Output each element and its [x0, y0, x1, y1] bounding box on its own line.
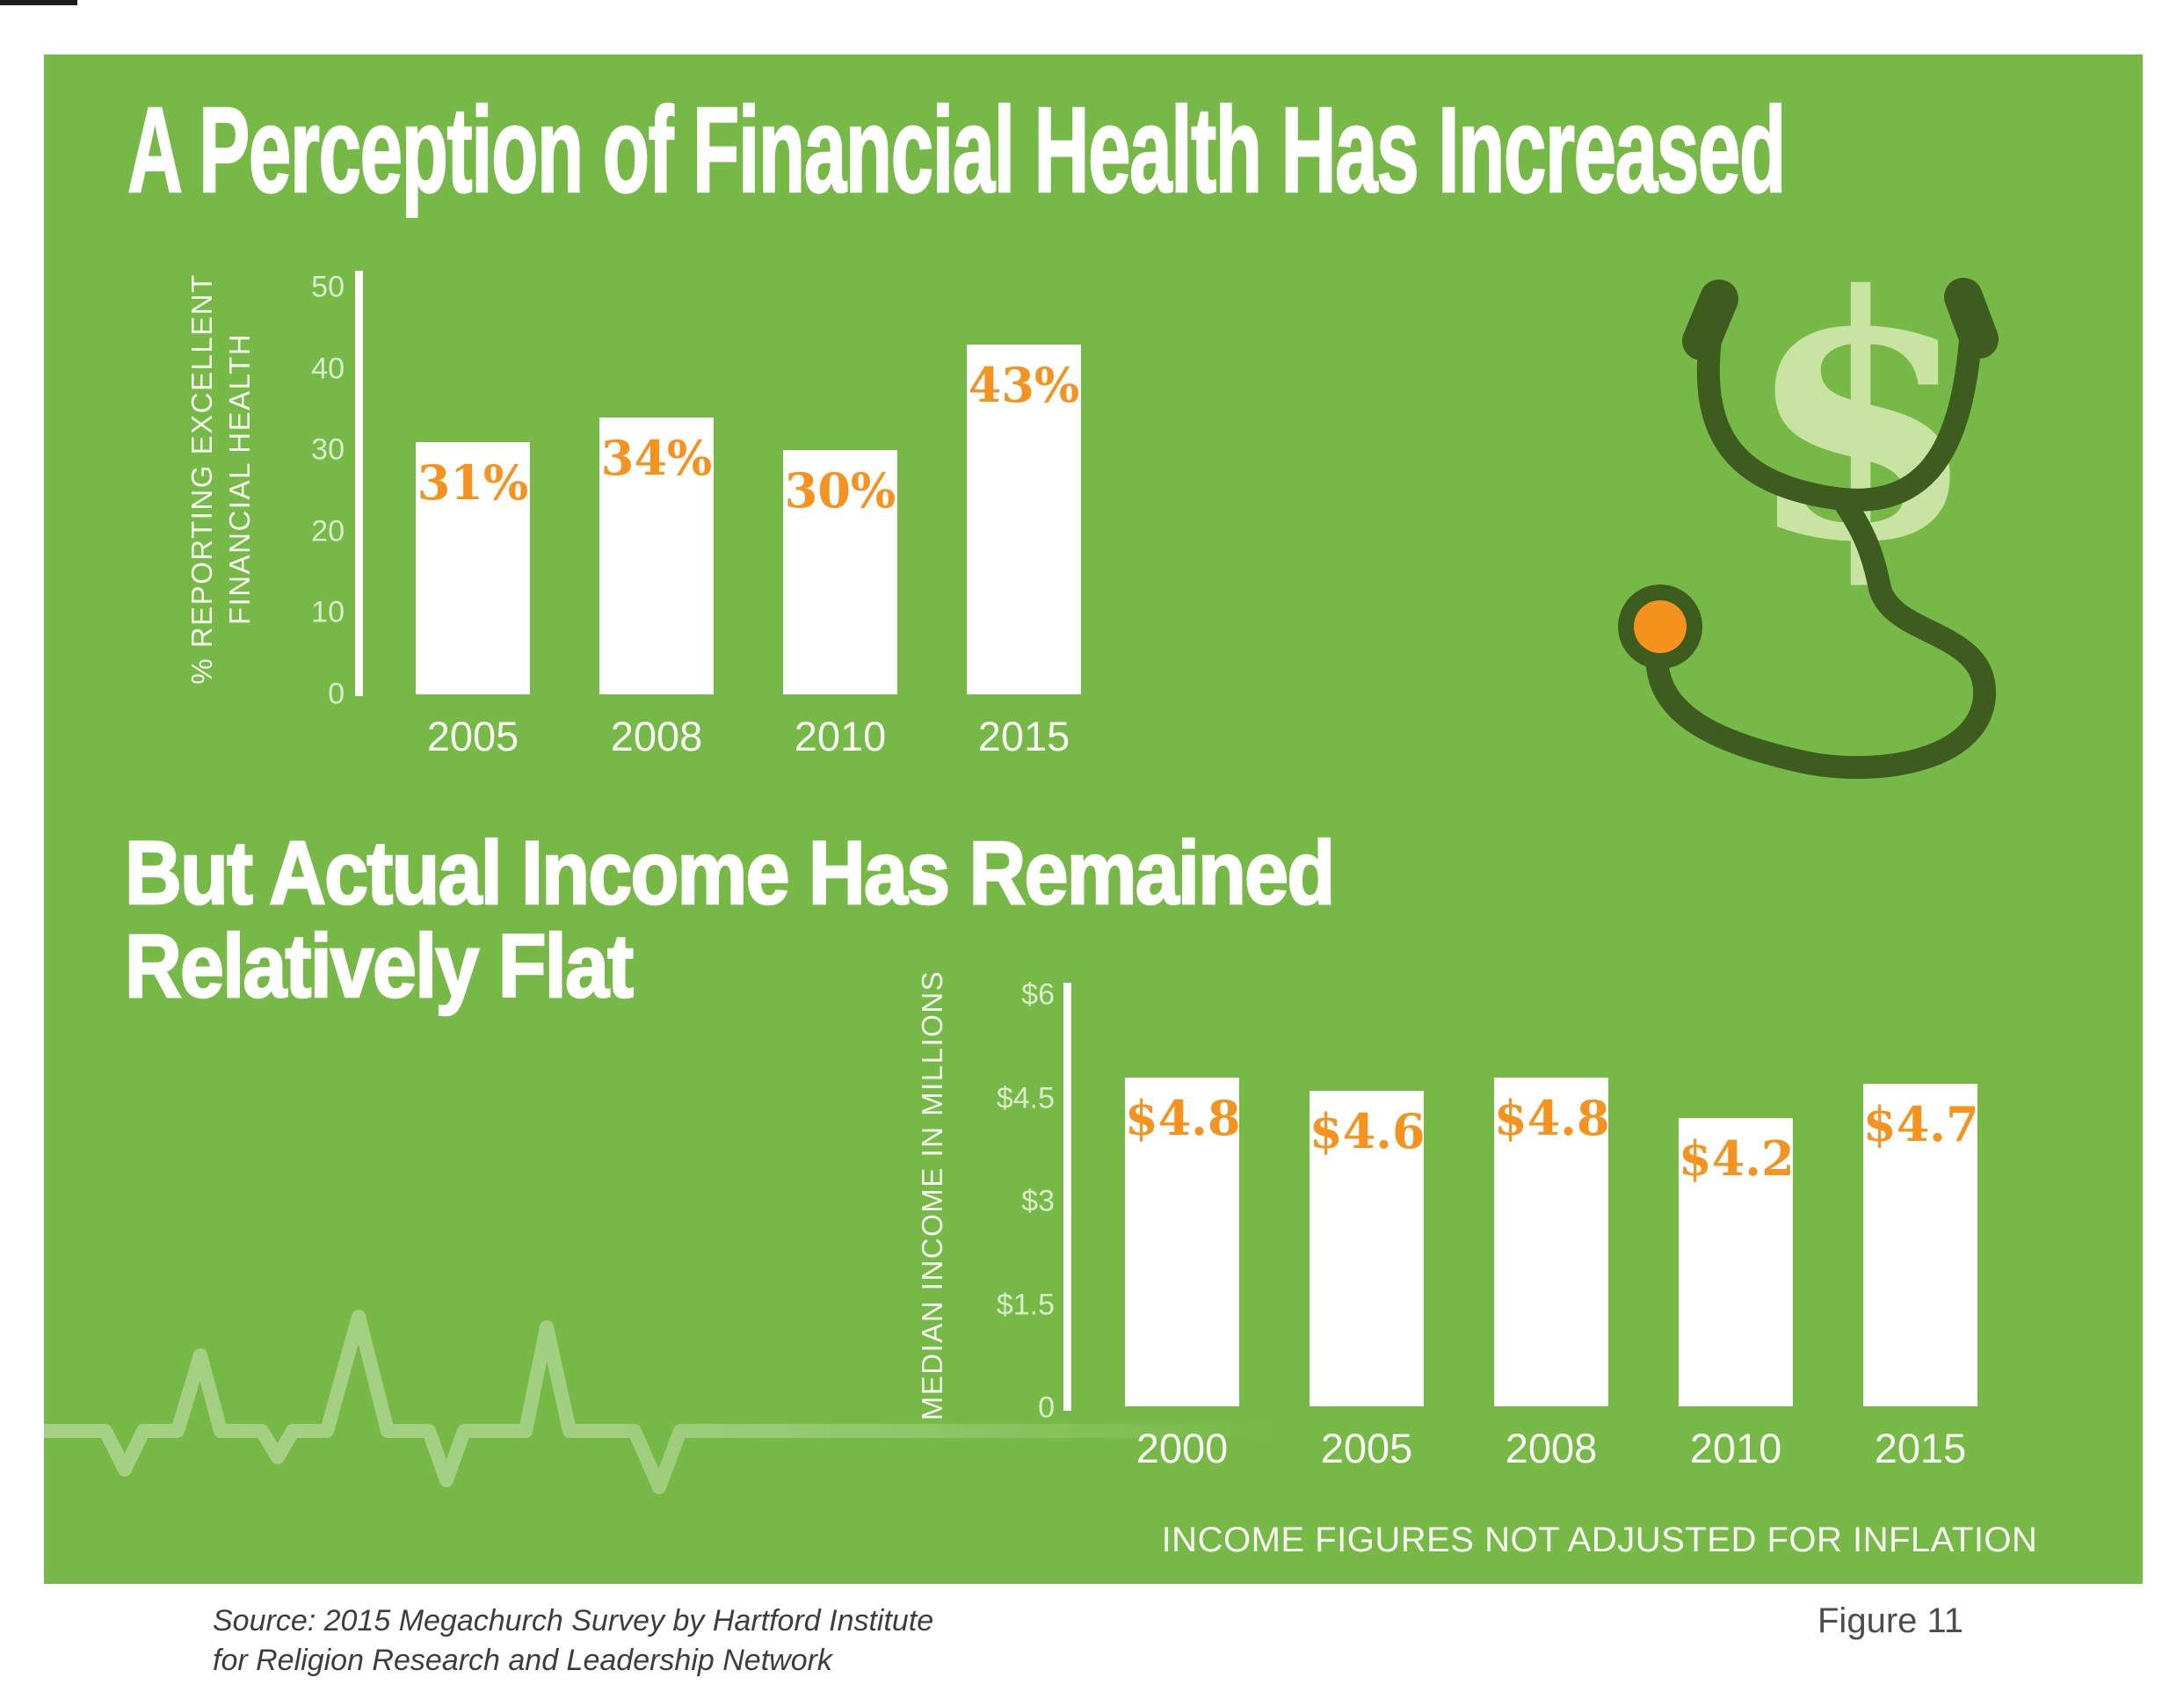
bar: $4.6	[1310, 1091, 1426, 1406]
chart-perception-financial-health: % REPORTING EXCELLENT FINANCIAL HEALTH 5…	[44, 54, 2143, 1584]
source-line2: for Religion Research and Leadership Net…	[213, 1643, 832, 1677]
bar-category-label: 2015	[1874, 1425, 1967, 1471]
bar-category-label: 2010	[794, 713, 887, 759]
bar-group: $4.8 2008	[1494, 995, 1610, 1471]
figure-number-label: Figure 11	[1818, 1601, 1964, 1640]
chart1-y-ticks: 50 40 30 20 10 0	[176, 271, 345, 711]
bar: 30%	[783, 450, 897, 694]
stethoscope-main-tube	[1646, 488, 1996, 780]
chart1-title: A Perception of Financial Health Has Inc…	[127, 83, 1787, 218]
chart2-title: But Actual Income Has Remained Relativel…	[124, 823, 1336, 1017]
bar: 43%	[967, 344, 1081, 694]
y-tick-label: 30	[311, 432, 345, 467]
bar-group: 30% 2010	[783, 287, 897, 759]
chart-median-income: MEDIAN INCOME IN MILLIONS $6 $4.5 $3 $1.5 0 …	[44, 54, 2143, 1584]
stethoscope-chestpiece-center	[1634, 600, 1687, 653]
bar-category-label: 2008	[610, 713, 703, 759]
bar-group: 34% 2008	[599, 287, 714, 759]
chart2-title-line2: Relatively Flat	[124, 916, 635, 1017]
stethoscope-left-earpiece	[1682, 280, 1738, 360]
bar-group: 43% 2015	[967, 287, 1081, 759]
bar-value-label: 31%	[417, 454, 529, 511]
chart2-plot-area: $4.8 2000 $4.6 2005 $4.8 2008 $4.2 2010 $4.7 2015	[1072, 995, 2136, 1471]
chart2-inflation-note: INCOME FIGURES NOT ADJUSTED FOR INFLATIO…	[1161, 1521, 2038, 1559]
bar-value-label: 43%	[968, 356, 1080, 413]
bar-group: $4.8 2000	[1125, 995, 1241, 1471]
y-tick-label: $1.5	[996, 1288, 1055, 1321]
bar: $4.7	[1863, 1084, 1979, 1406]
bar-value-label: $4.6	[1310, 1103, 1426, 1160]
bar-value-label: 34%	[600, 430, 713, 487]
chart2-y-ticks: $6 $4.5 $3 $1.5 0	[879, 978, 1055, 1425]
chart2-y-axis-line	[1063, 983, 1071, 1411]
source-line1: Source: 2015 Megachurch Survey by Hartfo…	[213, 1604, 934, 1638]
bar-group: $4.7 2015	[1863, 995, 1979, 1471]
y-tick-label: 20	[311, 514, 345, 548]
scan-artifact-mark	[0, 0, 77, 5]
bar: $4.8	[1494, 1077, 1610, 1406]
stethoscope-right-earpiece	[1944, 278, 1999, 359]
y-tick-label: 10	[311, 595, 345, 629]
y-tick-label: 0	[1038, 1391, 1055, 1425]
bar-category-label: 2005	[426, 713, 519, 759]
bar-value-label: $4.8	[1494, 1089, 1610, 1146]
source-attribution: Source: 2015 Megachurch Survey by Hartfo…	[213, 1601, 933, 1681]
y-tick-label: $6	[1021, 977, 1055, 1012]
y-tick-label: 40	[311, 352, 345, 386]
y-tick-label: 0	[328, 677, 345, 711]
bar: $4.2	[1679, 1118, 1795, 1406]
bar-value-label: $4.2	[1679, 1130, 1795, 1187]
bar: 31%	[416, 441, 530, 694]
y-tick-label: $3	[1021, 1184, 1055, 1218]
chart1-plot-area: 31% 2005 34% 2008 30% 2010 43% 2015	[363, 287, 1154, 759]
y-tick-label: 50	[311, 270, 345, 304]
stethoscope-dollar-icon: $	[1618, 264, 1999, 780]
bar: $4.8	[1125, 1077, 1241, 1406]
bar-value-label: $4.7	[1863, 1096, 1979, 1153]
green-panel: A Perception of Financial Health Has Inc…	[44, 54, 2143, 1584]
y-tick-label: $4.5	[996, 1081, 1055, 1115]
bar-group: 31% 2005	[416, 287, 530, 759]
bar-category-label: 2015	[977, 713, 1070, 759]
bar-category-label: 2005	[1320, 1425, 1413, 1471]
bar: 34%	[599, 418, 714, 694]
chart2-title-line1: But Actual Income Has Remained	[124, 823, 1336, 923]
bar-value-label: 30%	[784, 462, 896, 519]
bar-group: $4.6 2005	[1310, 995, 1426, 1471]
bar-category-label: 2010	[1689, 1425, 1782, 1471]
bar-value-label: $4.8	[1125, 1089, 1241, 1146]
bar-group: $4.2 2010	[1679, 995, 1795, 1471]
ekg-polyline	[44, 1310, 1290, 1494]
ekg-heartbeat-line	[44, 1310, 1290, 1494]
chart1-y-axis-line	[355, 271, 363, 696]
bar-category-label: 2008	[1505, 1425, 1598, 1471]
